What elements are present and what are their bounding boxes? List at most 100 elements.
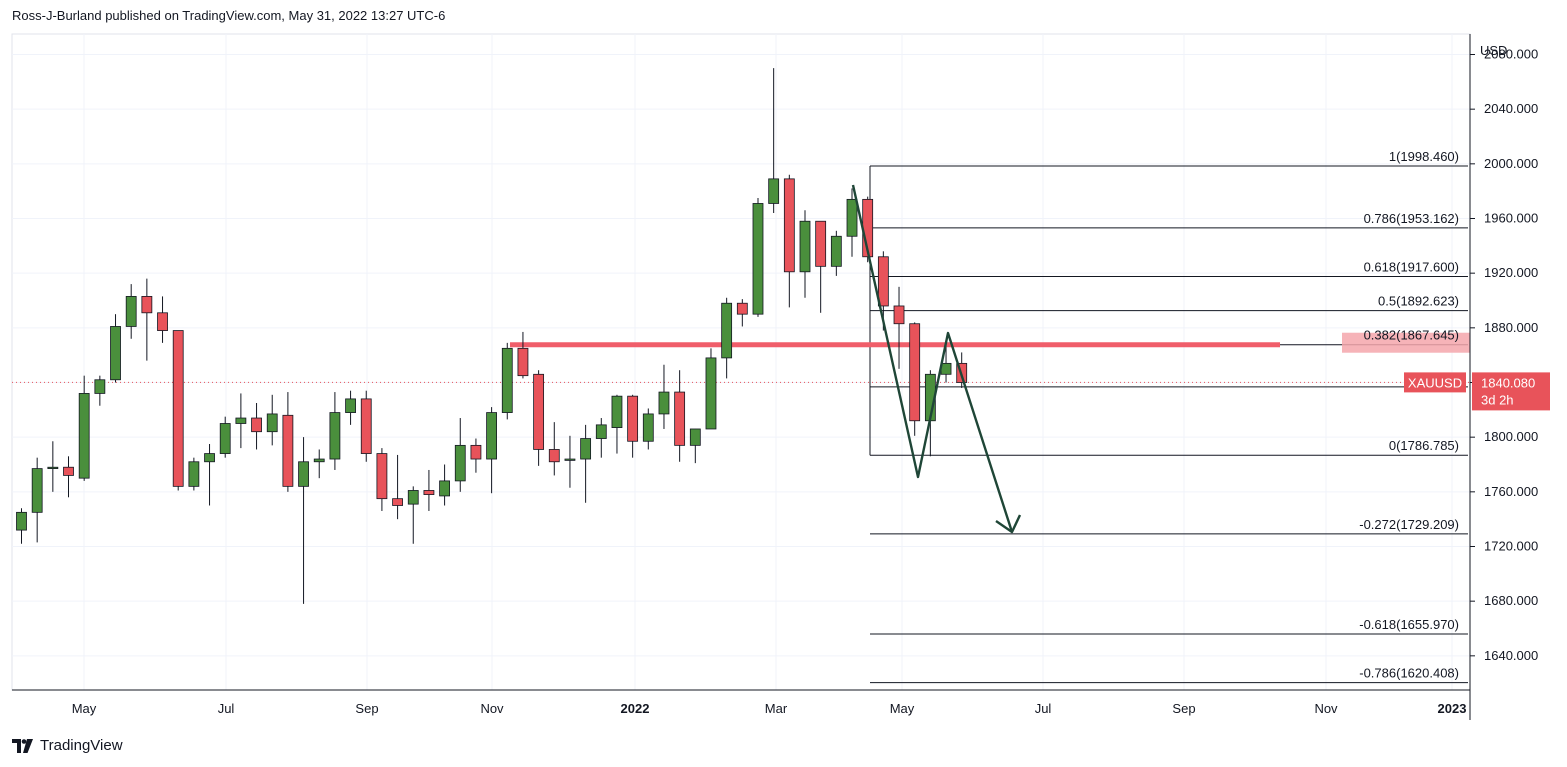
candle-body bbox=[63, 466, 74, 476]
candle bbox=[298, 437, 309, 604]
brand-name: TradingView bbox=[40, 737, 123, 754]
candle bbox=[454, 418, 466, 492]
candle-body bbox=[470, 444, 482, 460]
candle-body bbox=[345, 398, 356, 413]
candle-body bbox=[110, 326, 121, 381]
candle bbox=[752, 198, 764, 317]
candle-body bbox=[752, 203, 764, 315]
x-tick-label: Jul bbox=[1035, 701, 1052, 716]
candle-body bbox=[204, 453, 215, 463]
candle-body bbox=[674, 391, 686, 446]
candle bbox=[376, 448, 388, 511]
candle-body bbox=[125, 295, 137, 327]
candle bbox=[235, 393, 247, 449]
candle bbox=[78, 375, 90, 481]
currency-label: USD bbox=[1480, 43, 1507, 58]
candle bbox=[47, 441, 59, 492]
price-tag-countdown: 3d 2h bbox=[1481, 392, 1514, 407]
candle bbox=[501, 342, 513, 420]
fib-level-label: -0.618(1655.970) bbox=[1359, 617, 1459, 632]
candle-body bbox=[533, 373, 545, 450]
candle bbox=[360, 390, 372, 462]
candle bbox=[721, 297, 733, 379]
candle-body bbox=[94, 379, 106, 394]
candle-body bbox=[689, 428, 701, 446]
candle-body bbox=[564, 458, 576, 461]
price-tag-bg bbox=[1472, 372, 1550, 411]
candle-body bbox=[705, 357, 717, 430]
last-price-tag: XAUUSD 1840.080 3d 2h bbox=[1404, 372, 1550, 411]
candle bbox=[517, 331, 529, 379]
candle bbox=[830, 230, 842, 276]
fib-level-label: -0.272(1729.209) bbox=[1359, 517, 1459, 532]
time-axis[interactable]: May Jul Sep Nov 2022 Mar May Jul Sep Nov 2023 bbox=[12, 689, 1470, 716]
candle bbox=[893, 286, 905, 369]
candle-body bbox=[486, 412, 498, 460]
candle-body bbox=[407, 490, 419, 505]
candle bbox=[251, 403, 262, 450]
candle-body bbox=[376, 453, 388, 500]
tradingview-logo-icon bbox=[12, 738, 33, 753]
candle bbox=[580, 424, 592, 503]
candle-body bbox=[329, 412, 341, 460]
candle-body bbox=[157, 312, 168, 331]
candle bbox=[141, 278, 153, 361]
candle bbox=[909, 322, 921, 436]
candle bbox=[815, 220, 827, 313]
y-tick-label: 1680.000 bbox=[1484, 593, 1538, 608]
candle bbox=[674, 370, 686, 462]
projection-path bbox=[851, 184, 1014, 533]
candle-body bbox=[423, 490, 435, 495]
candle bbox=[94, 375, 106, 406]
candle-body bbox=[846, 198, 858, 237]
candle bbox=[219, 416, 231, 458]
candle-body bbox=[392, 498, 403, 506]
candle-body bbox=[768, 178, 780, 204]
candle-body bbox=[595, 424, 607, 439]
candle bbox=[627, 394, 639, 458]
candle bbox=[533, 370, 545, 466]
y-tick-label: 1880.000 bbox=[1484, 320, 1538, 335]
symbol-tag-bg bbox=[1404, 372, 1466, 393]
candle bbox=[470, 438, 482, 473]
candle bbox=[595, 418, 607, 458]
candle bbox=[642, 408, 654, 450]
candle-body bbox=[517, 347, 529, 377]
fib-level-label: 0.5(1892.623) bbox=[1378, 294, 1459, 309]
candle bbox=[16, 508, 27, 544]
candle-body bbox=[783, 178, 795, 273]
candle-body bbox=[78, 393, 90, 479]
x-tick-label: Nov bbox=[1314, 701, 1338, 716]
candle bbox=[125, 284, 137, 339]
candle bbox=[392, 454, 403, 520]
candle bbox=[345, 390, 356, 425]
candle-body bbox=[799, 220, 811, 273]
candle-body bbox=[877, 256, 889, 307]
candle-body bbox=[454, 444, 466, 482]
candle-body bbox=[188, 461, 200, 487]
fib-label-highlight bbox=[1342, 332, 1470, 353]
x-tick-label: May bbox=[72, 701, 97, 716]
candle bbox=[110, 314, 121, 383]
candle bbox=[486, 407, 498, 494]
candle bbox=[736, 299, 748, 327]
projection-arrow[interactable] bbox=[851, 184, 1022, 534]
candle bbox=[188, 457, 200, 491]
x-tick-label: 2022 bbox=[621, 701, 650, 716]
candle bbox=[266, 394, 278, 446]
candle bbox=[768, 68, 780, 214]
price-axis[interactable]: USD 1640.000 1680.000 1720.000 1760.000 1800.… bbox=[1469, 34, 1538, 720]
candle-body bbox=[439, 480, 450, 497]
fibonacci-retracement[interactable]: 1(1998.460) 0.786(1953.162) 0.618(1917.600… bbox=[869, 149, 1470, 684]
candle bbox=[548, 422, 560, 476]
candle-body bbox=[31, 468, 43, 513]
fib-level-label: 0.786(1953.162) bbox=[1364, 211, 1459, 226]
x-tick-label: May bbox=[890, 701, 915, 716]
price-tag-value: 1840.080 bbox=[1481, 375, 1535, 390]
candle-body bbox=[580, 438, 592, 460]
candle-body bbox=[16, 511, 27, 531]
fib-level-label: 0.382(1867.645) bbox=[1364, 328, 1459, 343]
candle-body bbox=[658, 391, 670, 415]
symbol-tag-label: XAUUSD bbox=[1408, 375, 1462, 390]
